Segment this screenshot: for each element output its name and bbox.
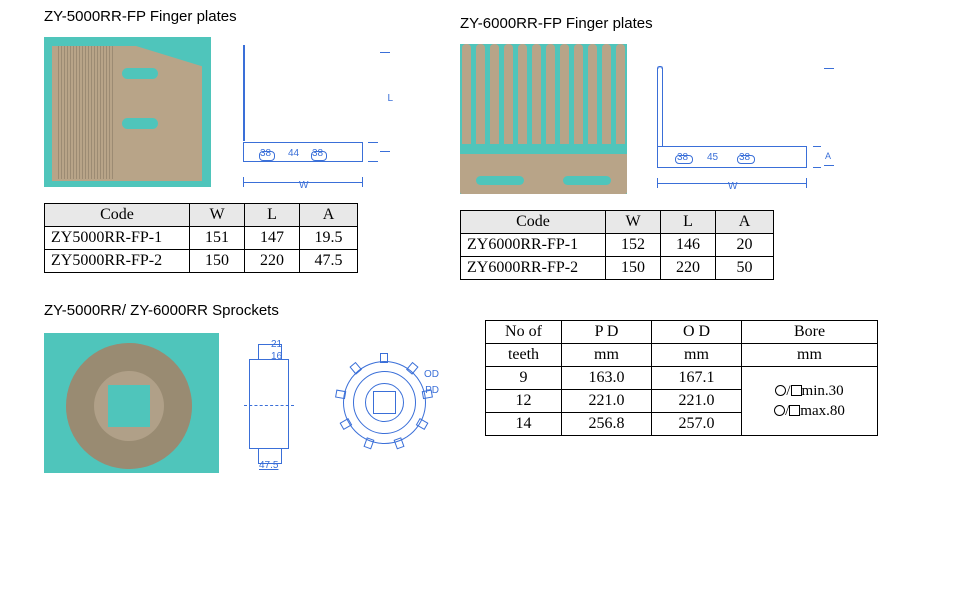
fp5000-photo <box>44 37 211 187</box>
th-code: Code <box>461 211 606 234</box>
top-row: ZY-5000RR-FP Finger plates 38 44 38 <box>0 0 969 280</box>
table-row: ZY6000RR-FP-2 150 220 50 <box>461 257 774 280</box>
section-fp6000: ZY-6000RR-FP Finger plates 38 45 38 <box>440 0 935 280</box>
sprocket-table-wrap: No of P D O D Bore teeth mm mm mm 9 163.… <box>485 302 878 473</box>
bore-min-text: min.30 <box>802 383 844 399</box>
cell-a: 50 <box>716 257 774 280</box>
table-row: ZY5000RR-FP-1 151 147 19.5 <box>45 227 358 250</box>
cell-w: 152 <box>606 234 661 257</box>
sprocket-photo <box>44 333 219 473</box>
cell-bore: /min.30 /max.80 <box>742 367 878 436</box>
cell-w: 151 <box>190 227 245 250</box>
cell-w: 150 <box>606 257 661 280</box>
sd-lbl-od: OD <box>424 369 439 380</box>
square-icon <box>789 405 800 416</box>
cell-l: 147 <box>245 227 300 250</box>
th-code: Code <box>45 204 190 227</box>
sd-dim-21: 21 <box>271 339 282 350</box>
table-header-row: Code W L A <box>45 204 358 227</box>
sprocket-diagram: 21 16 47.5 <box>239 333 439 473</box>
sd-lbl-pd: PD <box>425 385 439 396</box>
table-header-row: Code W L A <box>461 211 774 234</box>
cell-l: 220 <box>661 257 716 280</box>
square-icon <box>791 385 802 396</box>
cell-teeth: 14 <box>486 413 562 436</box>
section-sprockets: ZY-5000RR/ ZY-6000RR Sprockets 21 16 47.… <box>0 302 969 473</box>
fp5000-visual-row: 38 44 38 <box>44 37 440 187</box>
cell-teeth: 12 <box>486 390 562 413</box>
cell-code: ZY5000RR-FP-2 <box>45 250 190 273</box>
d6000-dim-1: 38 <box>677 152 688 163</box>
cell-od: 167.1 <box>652 367 742 390</box>
cell-od: 221.0 <box>652 390 742 413</box>
sd-dim-16: 16 <box>271 351 282 362</box>
fp5000-plate <box>52 46 202 181</box>
cell-a: 47.5 <box>300 250 358 273</box>
bore-max-line: /max.80 <box>748 401 871 421</box>
fp6000-visual-row: 38 45 38 <box>460 44 935 194</box>
cell-code: ZY5000RR-FP-1 <box>45 227 190 250</box>
title-fp6000: ZY-6000RR-FP Finger plates <box>460 15 935 32</box>
th-od: O D <box>652 321 742 344</box>
fp6000-table: Code W L A ZY6000RR-FP-1 152 146 20 ZY60… <box>460 210 774 280</box>
cell-a: 19.5 <box>300 227 358 250</box>
th-w: W <box>606 211 661 234</box>
circle-icon <box>775 385 786 396</box>
cell-code: ZY6000RR-FP-1 <box>461 234 606 257</box>
cell-pd: 256.8 <box>562 413 652 436</box>
fp6000-photo <box>460 44 627 194</box>
th-l: L <box>245 204 300 227</box>
d6000-dim-2: 45 <box>707 152 718 163</box>
table-header-row: teeth mm mm mm <box>486 344 878 367</box>
th-pd-u: mm <box>562 344 652 367</box>
table-row: 9 163.0 167.1 /min.30 /max.80 <box>486 367 878 390</box>
table-row: ZY6000RR-FP-1 152 146 20 <box>461 234 774 257</box>
sprockets-visual-row: 21 16 47.5 <box>44 333 459 473</box>
cell-w: 150 <box>190 250 245 273</box>
title-sprockets: ZY-5000RR/ ZY-6000RR Sprockets <box>44 302 459 319</box>
bore-min-line: /min.30 <box>748 381 871 401</box>
th-bore-u: mm <box>742 344 878 367</box>
cell-teeth: 9 <box>486 367 562 390</box>
cell-code: ZY6000RR-FP-2 <box>461 257 606 280</box>
cell-od: 257.0 <box>652 413 742 436</box>
th-teeth-2: teeth <box>486 344 562 367</box>
table-row: ZY5000RR-FP-2 150 220 47.5 <box>45 250 358 273</box>
th-w: W <box>190 204 245 227</box>
section-fp5000: ZY-5000RR-FP Finger plates 38 44 38 <box>0 0 440 280</box>
th-teeth-1: No of <box>486 321 562 344</box>
circle-icon <box>774 405 785 416</box>
d5000-dim-1: 38 <box>260 148 271 159</box>
fp5000-table: Code W L A ZY5000RR-FP-1 151 147 19.5 ZY… <box>44 203 358 273</box>
cell-pd: 163.0 <box>562 367 652 390</box>
gear-icon <box>66 343 192 469</box>
d5000-dim-2: 44 <box>288 148 299 159</box>
th-a: A <box>716 211 774 234</box>
sprocket-table: No of P D O D Bore teeth mm mm mm 9 163.… <box>485 320 878 436</box>
fp6000-diagram: 38 45 38 <box>645 66 840 194</box>
cell-a: 20 <box>716 234 774 257</box>
th-od-u: mm <box>652 344 742 367</box>
title-fp5000: ZY-5000RR-FP Finger plates <box>44 8 440 25</box>
fp5000-diagram: 38 44 38 <box>229 42 392 187</box>
fp6000-plate <box>460 44 607 181</box>
th-a: A <box>300 204 358 227</box>
cell-l: 146 <box>661 234 716 257</box>
th-bore: Bore <box>742 321 878 344</box>
bore-max-text: max.80 <box>800 403 845 419</box>
sd-dim-475: 47.5 <box>259 460 278 471</box>
cell-l: 220 <box>245 250 300 273</box>
table-header-row: No of P D O D Bore <box>486 321 878 344</box>
th-pd: P D <box>562 321 652 344</box>
th-l: L <box>661 211 716 234</box>
d6000-dim-3: 38 <box>739 152 750 163</box>
d5000-dim-3: 38 <box>312 148 323 159</box>
cell-pd: 221.0 <box>562 390 652 413</box>
